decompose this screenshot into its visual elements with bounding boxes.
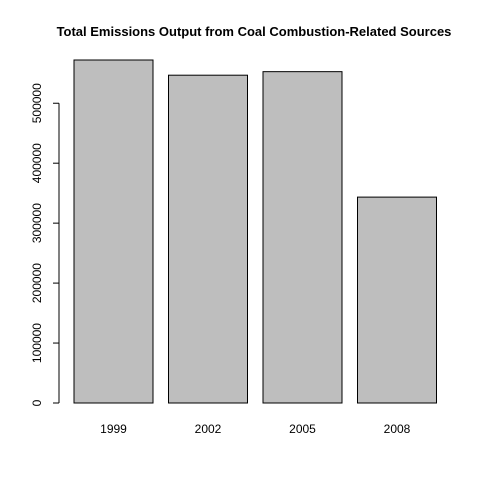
bar-2008 (357, 196, 437, 404)
x-tick-label-2008: 2008 (384, 422, 411, 436)
y-tick-label-500000: 500000 (30, 83, 44, 123)
bar-2002 (168, 74, 248, 404)
y-axis: 0 100000 200000 300000 400000 500000 (30, 83, 60, 406)
x-tick-label-1999: 1999 (100, 422, 127, 436)
y-tick-label-100000: 100000 (30, 323, 44, 363)
y-tick-label-300000: 300000 (30, 203, 44, 243)
y-tick-label-400000: 400000 (30, 143, 44, 183)
x-tick-label-2002: 2002 (195, 422, 222, 436)
chart-title: Total Emissions Output from Coal Combust… (57, 24, 452, 39)
y-tick-label-200000: 200000 (30, 263, 44, 303)
bars (73, 59, 437, 404)
y-tick-label-0: 0 (30, 399, 44, 406)
x-tick-label-2005: 2005 (289, 422, 316, 436)
x-axis-labels: 1999 2002 2005 2008 (100, 422, 411, 436)
bar-2005 (262, 71, 343, 404)
bar-1999 (73, 59, 154, 404)
